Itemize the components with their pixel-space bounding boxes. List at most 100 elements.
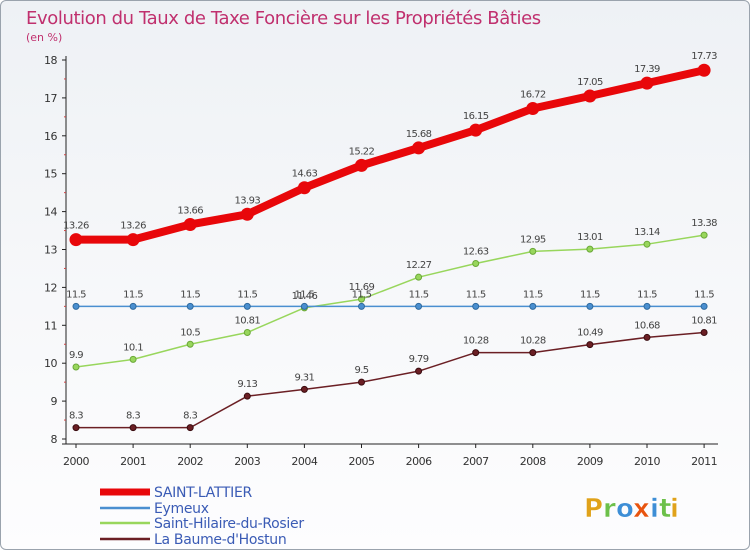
data-point [415, 273, 423, 281]
y-tick-label: 9 [51, 395, 58, 408]
series-0: 13.26 13.26 13.66 13.93 14.63 15.22 15.68 16.15… [63, 51, 718, 247]
data-label: 10.5 [180, 327, 200, 338]
data-point [640, 76, 654, 90]
x-tick-label: 2000 [63, 455, 89, 468]
data-label: 10.81 [234, 316, 260, 327]
brand-letter: i [670, 494, 679, 524]
chart-title: Evolution du Taux de Taxe Foncière sur l… [26, 8, 541, 29]
axes: 8 9 10 11 12 13 14 15 16 17 18 2000 2001 2002 2003 2004… [44, 54, 718, 468]
data-label: 12.95 [520, 234, 546, 245]
brand-letter: o [616, 494, 634, 524]
series-3: 8.3 8.3 8.3 9.13 9.31 9.5 9.79 10.28 10.28 10.49 1… [69, 316, 718, 432]
x-tick-label: 2001 [120, 455, 146, 468]
brand-letter: t [659, 494, 671, 524]
data-label: 8.3 [126, 411, 140, 422]
data-label: 17.73 [691, 51, 717, 62]
data-point [415, 367, 423, 375]
data-point [358, 295, 365, 303]
y-tick-label: 18 [44, 54, 57, 67]
data-label: 11.5 [466, 289, 486, 300]
legend: SAINT-LATTIEREymeuxSaint-Hilaire-du-Rosi… [100, 485, 305, 548]
data-label: 12.27 [406, 260, 432, 271]
data-label: 17.39 [634, 64, 660, 75]
legend-item: SAINT-LATTIER [100, 485, 253, 501]
data-point [72, 424, 80, 432]
x-tick-label: 2006 [406, 455, 432, 468]
data-point [415, 302, 423, 310]
data-label: 11.5 [409, 289, 429, 300]
x-tick-label: 2011 [691, 455, 717, 468]
data-point [472, 349, 480, 357]
data-label: 11.5 [637, 289, 657, 300]
data-point [700, 329, 708, 337]
data-label: 16.15 [463, 111, 489, 122]
data-point [183, 217, 197, 231]
data-point [129, 424, 137, 432]
data-label: 10.68 [634, 320, 660, 331]
data-label: 11.5 [352, 289, 372, 300]
data-label: 8.3 [69, 411, 83, 422]
data-point [358, 378, 365, 386]
y-tick-label: 12 [44, 281, 57, 294]
data-label: 11.5 [123, 289, 143, 300]
data-label: 13.14 [634, 227, 660, 238]
data-label: 12.63 [463, 247, 489, 258]
data-point [69, 233, 83, 247]
data-point [240, 207, 254, 221]
data-label: 8.3 [183, 411, 197, 422]
data-label: 14.63 [292, 169, 318, 180]
plot-area: 8.3 8.3 8.3 9.13 9.31 9.5 9.79 10.28 10.28 10.49 1… [63, 51, 718, 432]
data-point [358, 302, 365, 310]
data-point [529, 349, 537, 357]
brand-letter: P [584, 494, 603, 524]
data-label: 13.26 [120, 221, 146, 232]
data-point [529, 247, 537, 255]
data-point [186, 302, 194, 310]
x-tick-label: 2010 [634, 455, 660, 468]
data-point [243, 302, 251, 310]
data-label: 10.81 [691, 316, 717, 327]
x-tick-label: 2002 [177, 455, 203, 468]
data-point [300, 385, 308, 393]
data-point [129, 302, 137, 310]
data-label: 13.93 [234, 195, 260, 206]
data-point [129, 355, 137, 363]
y-tick-label: 16 [44, 130, 57, 143]
series-1: 11.5 11.5 11.5 11.5 11.5 11.5 11.5 11.5 11.5 11.5… [66, 289, 715, 310]
brand-letter: r [603, 494, 616, 524]
y-tick-label: 13 [44, 244, 57, 257]
legend-item: La Baume-d'Hostun [100, 532, 287, 548]
x-tick-label: 2008 [520, 455, 546, 468]
data-point [643, 240, 651, 248]
x-tick-label: 2005 [349, 455, 375, 468]
data-label: 13.01 [577, 232, 603, 243]
y-tick-label: 15 [44, 168, 57, 181]
data-point [700, 231, 708, 239]
data-point [297, 181, 311, 195]
y-tick-label: 14 [44, 206, 57, 219]
data-label: 10.49 [577, 328, 603, 339]
data-label: 11.5 [294, 289, 314, 300]
data-point [72, 363, 80, 371]
data-point [586, 341, 594, 349]
x-tick-label: 2007 [463, 455, 489, 468]
data-point [583, 89, 597, 103]
data-point [586, 302, 594, 310]
data-label: 16.72 [520, 90, 546, 101]
data-point [72, 302, 80, 310]
legend-item: Eymeux [100, 501, 209, 517]
data-point [643, 333, 651, 341]
brand-letter: x [633, 494, 650, 524]
data-label: 10.1 [123, 342, 143, 353]
data-label: 11.5 [66, 289, 86, 300]
y-tick-label: 17 [44, 92, 57, 105]
data-label: 11.5 [694, 289, 714, 300]
data-label: 9.31 [294, 372, 314, 383]
data-label: 11.5 [523, 289, 543, 300]
data-point [300, 302, 308, 310]
data-label: 11.69 [349, 282, 375, 293]
data-point [472, 260, 480, 268]
series-2: 9.9 10.1 10.5 10.81 11.46 11.69 12.27 12.63 12.9… [69, 218, 718, 371]
data-label: 13.26 [63, 221, 89, 232]
